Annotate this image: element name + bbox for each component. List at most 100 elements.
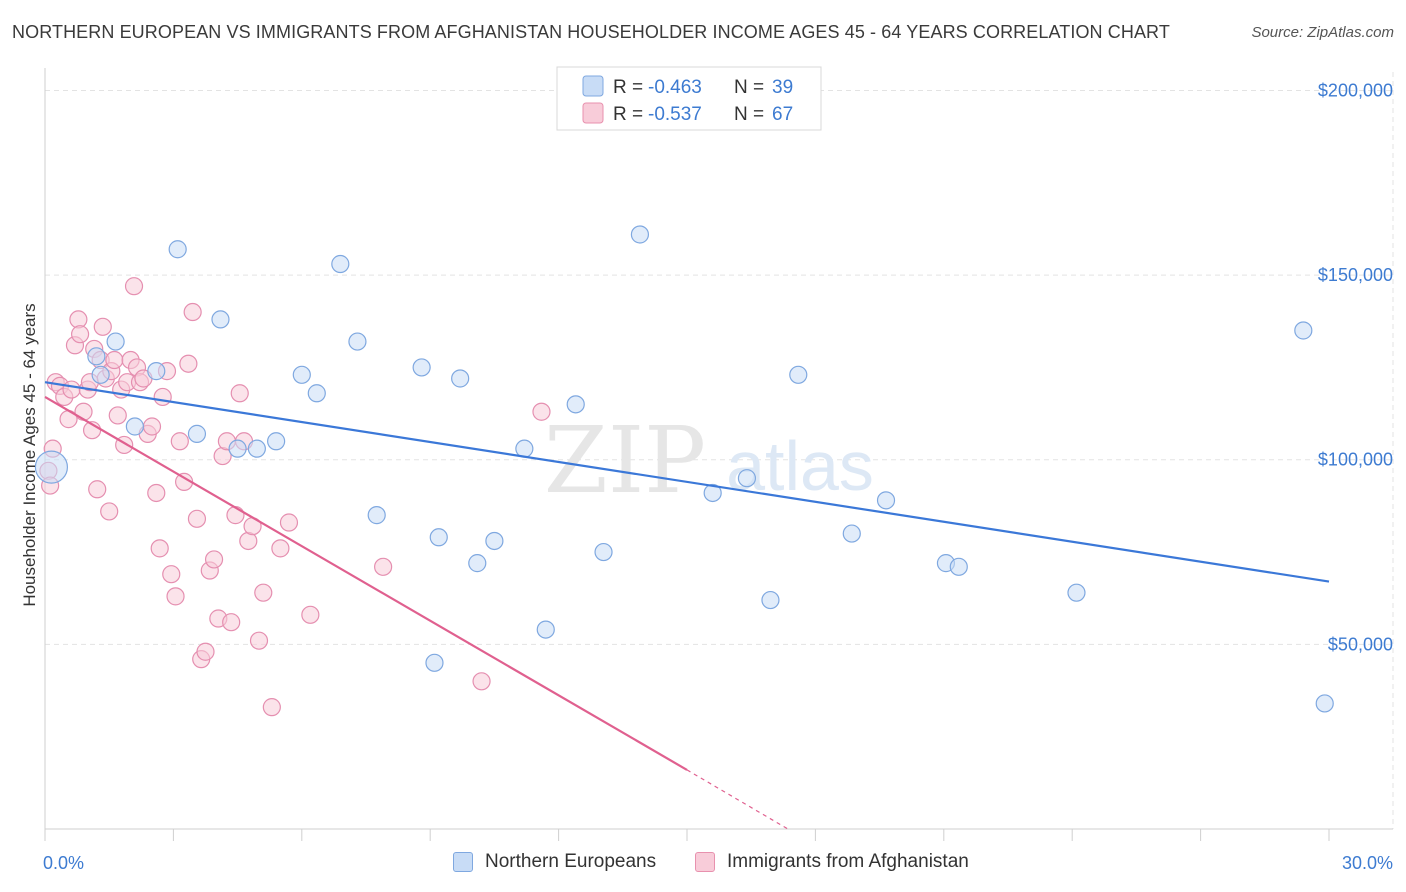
pink-point-46 (196, 642, 215, 661)
gridlines (45, 72, 1394, 829)
source-credit: Source: ZipAtlas.com (1251, 24, 1394, 41)
blue-point-7 (187, 424, 207, 443)
pink-point-40 (170, 432, 189, 451)
blue-point-11 (267, 432, 286, 451)
y-tick-labels: $50,000 $100,000 $150,000 $200,000 (1318, 80, 1393, 654)
bottom-legend: Northern Europeans Immigrants from Afgha… (0, 851, 1406, 879)
pink-point-20 (100, 502, 119, 521)
blue-point-35 (949, 557, 968, 576)
blue-point-20 (451, 369, 470, 388)
pink-point-34 (147, 483, 166, 503)
blue-point-32 (842, 524, 861, 543)
pink-point-60 (262, 698, 281, 717)
trend-lines (44, 381, 1330, 830)
trend-line-afghanistan (44, 396, 688, 771)
blue-point-36 (1067, 583, 1086, 602)
pink-point-18 (93, 317, 112, 336)
x-tick-label-end: 30.0% (1342, 853, 1393, 873)
legend-swatch-blue (582, 75, 604, 97)
x-tick-label-start: 0.0% (43, 853, 84, 873)
pink-point-58 (249, 631, 269, 650)
pink-point-43 (183, 302, 202, 322)
pink-point-52 (222, 613, 241, 632)
blue-point-6 (168, 240, 187, 259)
watermark: ZIP atlas (544, 407, 874, 514)
blue-point-31 (789, 365, 808, 384)
blue-point-1 (87, 347, 106, 366)
y-tick-label-2: $150,000 (1318, 265, 1393, 285)
blue-point-29 (737, 469, 757, 488)
blue-point-17 (412, 358, 431, 377)
blue-point-24 (536, 620, 555, 639)
blue-point-22 (485, 531, 504, 551)
pink-point-23 (108, 406, 127, 425)
watermark-atlas: atlas (726, 427, 874, 505)
legend-r-label-blue: R = (613, 77, 643, 98)
pink-point-38 (162, 565, 181, 584)
blue-point-13 (307, 384, 326, 403)
x-tick-labels: 0.0% 30.0% (43, 853, 1393, 873)
pink-point-22 (105, 350, 124, 370)
bottom-legend-item-afghanistan: Immigrants from Afghanistan (695, 851, 969, 873)
legend-r-value-pink: -0.537 (648, 104, 702, 125)
y-tick-label-1: $100,000 (1318, 450, 1393, 470)
pink-point-59 (254, 583, 273, 602)
axes (44, 68, 1393, 841)
blue-point-2 (91, 365, 110, 384)
trend-line-afghanistan-extension (686, 769, 789, 830)
blue-point-21 (468, 554, 487, 573)
pink-point-33 (142, 417, 162, 436)
blue-point-16 (367, 506, 386, 525)
blue-point-30 (761, 590, 780, 610)
blue-point-26 (594, 542, 613, 562)
y-tick-label-0: $50,000 (1328, 634, 1393, 654)
bottom-legend-swatch-blue (453, 852, 473, 872)
legend-n-label-pink: N = (734, 104, 764, 125)
legend: R = -0.463 N = 39 R = -0.537 N = 67 (556, 66, 822, 131)
pink-point-35 (150, 539, 169, 558)
blue-point-5 (147, 362, 166, 381)
pink-point-63 (301, 605, 320, 624)
pink-point-61 (271, 539, 290, 558)
pink-point-66 (532, 402, 551, 421)
blue-point-8 (211, 310, 230, 329)
blue-point-19 (429, 528, 448, 547)
pink-point-10 (70, 325, 90, 344)
pink-point-28 (124, 277, 144, 296)
series-northern-europeans-points (34, 225, 1334, 713)
pink-point-64 (374, 557, 393, 576)
bottom-legend-label-northern-europeans: Northern Europeans (485, 851, 657, 872)
chart-title: NORTHERN EUROPEAN VS IMMIGRANTS FROM AFG… (12, 22, 1170, 42)
legend-swatch-pink (582, 102, 604, 124)
legend-n-value-blue: 39 (772, 77, 793, 98)
y-tick-label-3: $200,000 (1318, 80, 1393, 100)
blue-point-3 (106, 332, 125, 351)
bottom-legend-item-northern-europeans: Northern Europeans (453, 851, 656, 873)
blue-point-18 (425, 653, 444, 672)
trend-line-northern-europeans (44, 381, 1330, 583)
blue-point-37 (1294, 321, 1313, 340)
blue-point-25 (566, 395, 585, 414)
legend-n-value-pink: 67 (772, 104, 793, 125)
pink-point-53 (226, 506, 245, 525)
blue-point-10 (247, 439, 266, 458)
pink-point-65 (472, 672, 491, 691)
pink-point-11 (74, 402, 93, 421)
blue-point-15 (348, 332, 367, 351)
bottom-legend-swatch-pink (695, 852, 715, 872)
legend-n-label-blue: N = (734, 77, 764, 98)
pink-point-48 (204, 550, 224, 569)
blue-point-28 (703, 483, 722, 503)
blue-point-12 (292, 365, 311, 384)
blue-point-33 (876, 491, 896, 510)
pink-point-54 (230, 384, 249, 403)
bottom-legend-label-afghanistan: Immigrants from Afghanistan (727, 851, 969, 872)
y-axis-label: Householder Income Ages 45 - 64 years (20, 303, 39, 606)
legend-r-value-blue: -0.463 (648, 77, 702, 98)
blue-point-27 (630, 225, 650, 244)
pink-point-16 (88, 480, 107, 499)
blue-point-4 (125, 417, 144, 436)
pink-point-62 (279, 513, 299, 532)
watermark-zip: ZIP (544, 407, 706, 514)
